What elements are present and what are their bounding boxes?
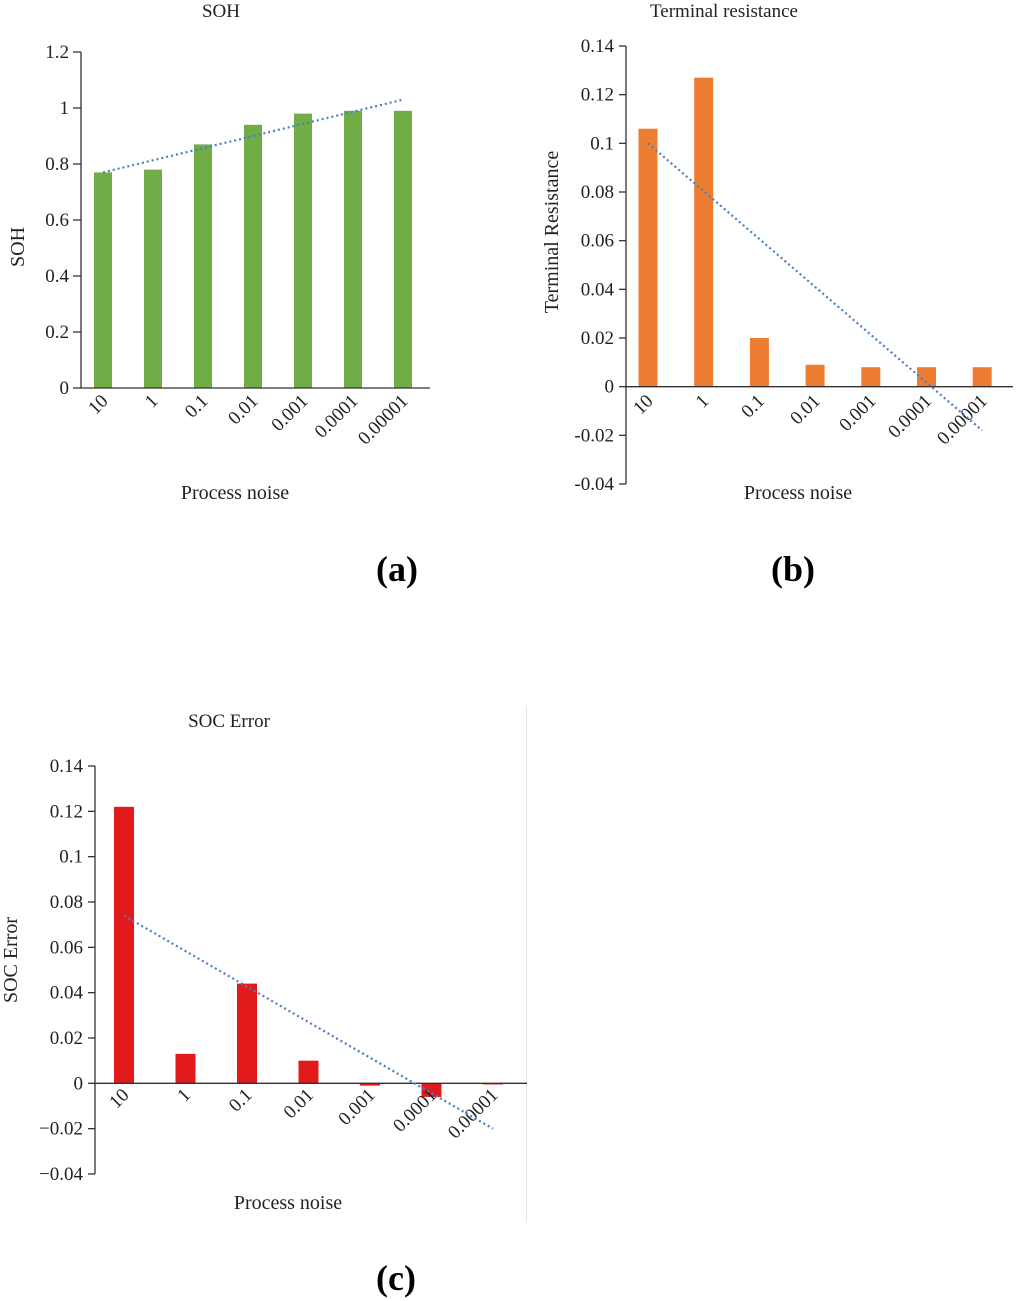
y-tick-label: 0.6	[45, 210, 69, 231]
y-tick-label: −0.04	[39, 1164, 83, 1185]
x-tick-label: 0.00001	[444, 1085, 503, 1144]
bar	[421, 1083, 442, 1097]
bar	[144, 169, 162, 388]
bar	[294, 113, 312, 388]
axes	[619, 45, 1013, 485]
y-tick-label: 0.1	[590, 133, 614, 154]
bar	[94, 172, 112, 388]
x-tick-label: 0.01	[280, 1085, 318, 1123]
chart-title: SOC Error	[188, 711, 270, 732]
bar	[114, 806, 134, 1084]
y-tick-label: 0.02	[581, 328, 614, 349]
x-axis-label: Process noise	[744, 482, 852, 504]
y-tick-label: 1.2	[45, 42, 69, 63]
bar	[972, 367, 992, 387]
y-tick-label: 0.08	[581, 182, 614, 203]
bar	[360, 1083, 380, 1086]
y-axis-label: SOC Error	[0, 917, 22, 1003]
chart-title: Terminal resistance	[650, 1, 798, 22]
y-tick-label: 1	[60, 98, 70, 119]
bars	[638, 77, 992, 387]
axes	[88, 765, 527, 1175]
y-tick-labels: 0 0.2 0.4 0.6 0.8 1 1.2	[45, 42, 69, 399]
panel-label-b: (b)	[771, 549, 815, 589]
y-tick-label: 0.14	[50, 756, 84, 777]
trendline	[647, 142, 983, 432]
y-tick-label: 0.08	[50, 892, 83, 913]
panel-label-a: (a)	[376, 549, 418, 589]
y-tick-label: −0.02	[39, 1119, 83, 1140]
y-tick-label: 0.4	[45, 266, 69, 287]
y-tick-labels: 0.14 0.12 0.1 0.08 0.06 0.04 0.02 0 −0.02 −0.04	[39, 756, 83, 1185]
y-tick-label: 0.14	[581, 36, 615, 57]
y-tick-label: 0.8	[45, 154, 69, 175]
x-tick-label: 10	[105, 1085, 133, 1113]
y-tick-label: 0.04	[581, 279, 615, 300]
y-tick-label: 0.04	[50, 983, 84, 1004]
x-tick-label: 0.0001	[389, 1085, 441, 1137]
y-tick-label: 0	[74, 1073, 84, 1094]
x-tick-label: 0.001	[334, 1085, 379, 1130]
chart-title: SOH	[202, 1, 240, 22]
x-tick-label: 0.1	[225, 1085, 257, 1117]
bars	[94, 110, 412, 389]
bar	[344, 110, 362, 389]
y-tick-label: 0	[605, 377, 615, 398]
y-tick-label: 0	[60, 378, 70, 399]
y-axis-label: SOH	[7, 227, 29, 267]
bar	[861, 367, 881, 387]
bar	[694, 77, 714, 387]
x-axis-label: Process noise	[234, 1192, 342, 1214]
bar	[805, 364, 825, 387]
x-tick-label: 1	[173, 1085, 195, 1107]
x-axis-label: Process noise	[181, 482, 289, 504]
bar	[917, 367, 936, 387]
y-tick-label: 0.06	[50, 937, 83, 958]
y-tick-label: 0.12	[581, 85, 614, 106]
y-tick-label: 0.2	[45, 322, 69, 343]
y-tick-label: 0.1	[59, 847, 83, 868]
bar	[638, 128, 658, 387]
trendline	[102, 98, 404, 174]
y-axis-label: Terminal Resistance	[541, 151, 563, 314]
panel-label-c: (c)	[376, 1258, 416, 1298]
y-tick-label: 0.02	[50, 1028, 83, 1049]
bar	[175, 1053, 196, 1084]
axes	[73, 51, 430, 389]
panel-divider	[526, 706, 527, 1221]
bars	[114, 806, 503, 1097]
bar	[244, 124, 262, 389]
y-tick-label: -0.02	[574, 425, 614, 446]
y-tick-label: -0.04	[574, 474, 614, 495]
trendline	[123, 914, 494, 1130]
y-tick-labels: 0.14 0.12 0.1 0.08 0.06 0.04 0.02 0 -0.02 -0.04	[574, 36, 614, 495]
y-tick-label: 0.12	[50, 801, 83, 822]
bar	[298, 1060, 319, 1084]
y-tick-label: 0.06	[581, 231, 614, 252]
bar	[194, 144, 212, 388]
bar	[237, 983, 257, 1084]
bar	[394, 110, 412, 389]
bar	[749, 338, 769, 387]
